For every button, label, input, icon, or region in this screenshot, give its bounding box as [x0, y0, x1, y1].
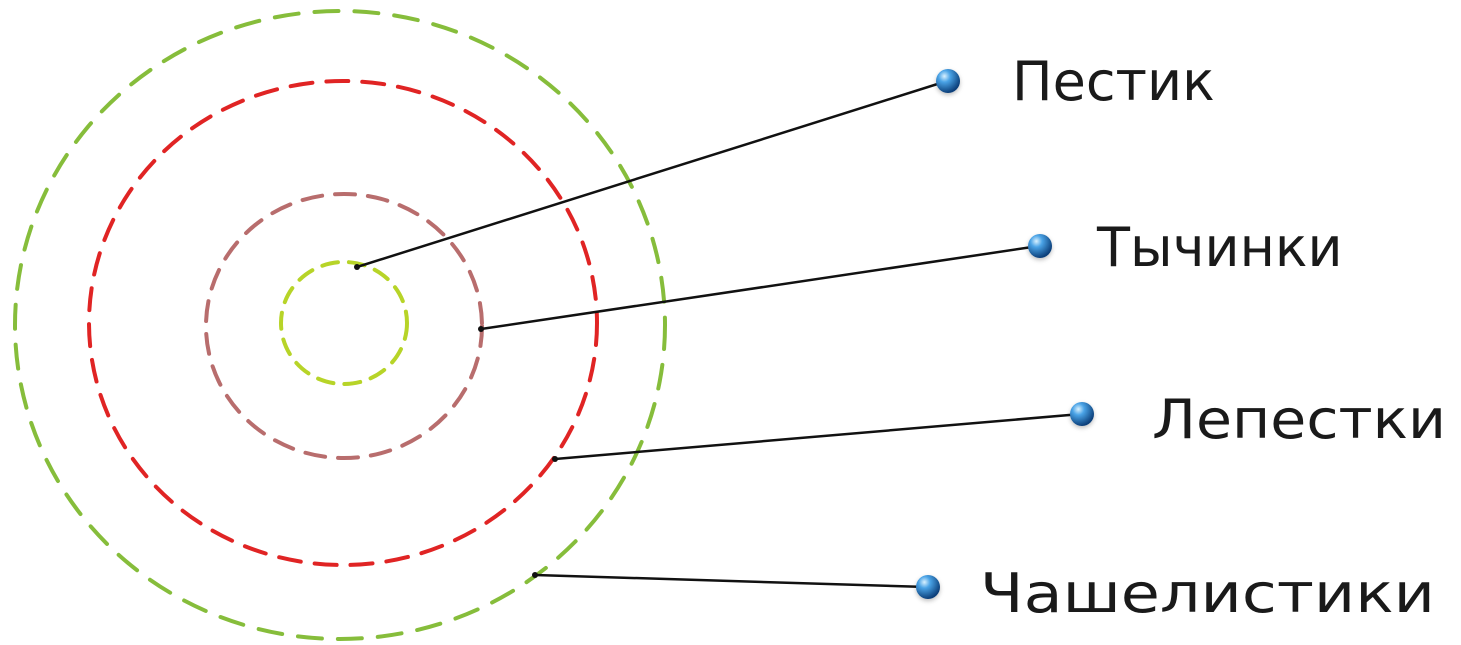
pistil-bullet-icon [936, 69, 960, 93]
stamens-bullet-icon [1028, 234, 1052, 258]
stamens-ring [204, 192, 484, 460]
petals-bullet-icon [1070, 402, 1094, 426]
stamens-leader-line [480, 244, 1040, 331]
pistil-ring [279, 260, 409, 386]
sepals-anchor-dot [532, 572, 538, 578]
stamens-anchor-dot [478, 326, 484, 332]
pistil-leader-line [356, 79, 948, 269]
petals-anchor-dot [552, 456, 558, 462]
petals-leader-line [554, 412, 1082, 461]
sepals-label: Чашелистики [980, 562, 1435, 625]
petals-ring [87, 79, 599, 567]
sepals-bullet-icon [916, 575, 940, 599]
sepals-ring [13, 9, 667, 641]
petals-label: Лепестки [1152, 388, 1446, 451]
sepals-leader-line [534, 573, 928, 589]
stamens-label: Тычинки [1096, 216, 1343, 279]
pistil-anchor-dot [354, 264, 360, 270]
pistil-label: Пестик [1012, 50, 1215, 113]
